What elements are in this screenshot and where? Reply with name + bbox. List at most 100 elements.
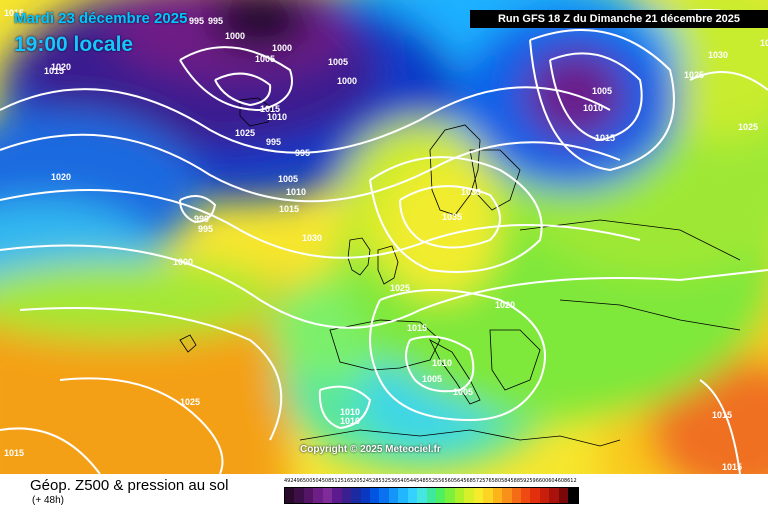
legend-color-swatch	[483, 488, 493, 503]
isobar-label: 1035	[760, 38, 768, 48]
isobar-label: 1020	[51, 62, 71, 72]
legend-value-label: 564	[453, 478, 464, 484]
legend-color-swatch	[520, 488, 531, 503]
legend-value-label: 492	[284, 478, 294, 484]
color-scale-legend: 492 496 500 504 508 512 516 520 524 528 532 536 540 5…	[284, 478, 579, 504]
legend-value-label: 596	[529, 478, 539, 484]
copyright-notice: Copyright © 2025 Meteociel.fr	[300, 444, 441, 455]
legend-color-swatch	[530, 488, 540, 503]
legend-value-label: 576	[482, 478, 492, 484]
legend-value-label: 524	[359, 478, 369, 484]
isobar-label: 1025	[738, 122, 758, 132]
isobar-label: 1015	[595, 133, 615, 143]
legend-value-label: 584	[501, 478, 511, 484]
legend-color-swatch	[549, 488, 559, 503]
isobar-label: 1005	[328, 57, 348, 67]
legend-value-label: 604	[548, 478, 558, 484]
isobar-label: 1010	[583, 103, 603, 113]
isobar-label: 995	[189, 16, 204, 26]
legend-value-label: 552	[425, 478, 435, 484]
isobar-label: 1015	[4, 448, 24, 458]
legend-color-swatch	[369, 488, 380, 503]
legend-color-swatch	[445, 488, 455, 503]
legend-color-swatch	[351, 488, 361, 503]
legend-color-swatch	[341, 488, 352, 503]
isobar-label: 1010	[340, 416, 360, 426]
isobar-label: 1015	[407, 323, 427, 333]
run-info-label: Run GFS 18 Z du Dimanche 21 décembre 202…	[470, 10, 768, 28]
legend-color-swatch	[568, 488, 578, 503]
isobar-label: 1015	[260, 104, 280, 114]
legend-color-swatch	[303, 488, 314, 503]
legend-color-swatch	[285, 488, 295, 503]
legend-value-label: 568	[463, 478, 473, 484]
legend-color-swatch	[502, 488, 512, 503]
legend-value-label: 516	[340, 478, 351, 484]
legend-value-label: 608	[557, 478, 568, 484]
legend-color-swatch	[379, 488, 389, 503]
isobar-label: 1025	[684, 70, 704, 80]
legend-value-label: 504	[312, 478, 322, 484]
isobar-label: 1005	[422, 374, 442, 384]
legend-color-swatch	[388, 488, 399, 503]
isobar-label: 1010	[267, 112, 287, 122]
isobar-label: 1005	[255, 54, 275, 64]
legend-value-label: 496	[293, 478, 303, 484]
legend-value-label: 556	[435, 478, 445, 484]
legend-value-label: 508	[321, 478, 332, 484]
isobar-label: 1025	[180, 397, 200, 407]
legend-color-swatch	[322, 488, 333, 503]
legend-color-swatch	[454, 488, 465, 503]
isobar-label: 1025	[235, 128, 255, 138]
legend-color-swatch	[473, 488, 484, 503]
legend-color-swatch	[360, 488, 370, 503]
isobar-label: 1010	[340, 407, 360, 417]
isobar-label: 1015	[279, 204, 299, 214]
coastlines	[179, 97, 741, 447]
legend-value-label: 600	[538, 478, 549, 484]
legend-value-label: 544	[406, 478, 417, 484]
isobar-label: 1025	[390, 283, 410, 293]
isobar-label: 990	[194, 214, 209, 224]
footer-bar: Géop. Z500 & pression au sol (+ 48h) 492…	[0, 474, 768, 512]
legend-value-label: 612	[567, 478, 577, 484]
legend-value-label: 580	[491, 478, 502, 484]
legend-value-label: 540	[397, 478, 407, 484]
legend-value-label: 500	[302, 478, 313, 484]
legend-value-label: 588	[510, 478, 520, 484]
legend-color-bar	[284, 487, 579, 504]
legend-color-swatch	[436, 488, 446, 503]
chart-title: Géop. Z500 & pression au sol	[30, 477, 229, 494]
legend-color-swatch	[426, 488, 436, 503]
legend-color-swatch	[294, 488, 304, 503]
isobar-label: 1030	[461, 187, 481, 197]
legend-color-swatch	[492, 488, 503, 503]
isobar-label: 1000	[225, 31, 245, 41]
legend-color-swatch	[332, 488, 342, 503]
legend-value-label: 532	[378, 478, 388, 484]
isobar-label: 1000	[337, 76, 357, 86]
legend-value-label: 520	[350, 478, 360, 484]
isobar-label: 1030	[302, 233, 322, 243]
legend-color-swatch	[558, 488, 569, 503]
forecast-local-time: 19:00 locale	[14, 33, 134, 56]
geopotential-field	[0, 0, 768, 474]
isobar-label: 995	[208, 16, 223, 26]
chart-subtitle: (+ 48h)	[32, 495, 64, 506]
legend-value-label: 536	[387, 478, 398, 484]
isobar-label: 1020	[51, 172, 71, 182]
legend-color-swatch	[407, 488, 418, 503]
isobar-label: 1010	[432, 358, 452, 368]
isobar-label: 1015	[712, 410, 732, 420]
isobar-label: 995	[266, 137, 281, 147]
isobar-label: 1000	[272, 43, 292, 53]
legend-value-labels: 492 496 500 504 508 512 516 520 524 528 532 536 540 5…	[284, 478, 579, 484]
legend-value-label: 572	[472, 478, 483, 484]
legend-value-label: 528	[368, 478, 379, 484]
isobar-label: 1005	[278, 174, 298, 184]
legend-color-swatch	[511, 488, 521, 503]
isobar-label: 1005	[592, 86, 612, 96]
